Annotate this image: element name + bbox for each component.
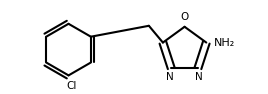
Text: N: N: [166, 72, 174, 82]
Text: N: N: [195, 72, 203, 82]
Text: O: O: [180, 12, 189, 22]
Text: NH₂: NH₂: [214, 38, 236, 48]
Text: Cl: Cl: [66, 81, 77, 91]
